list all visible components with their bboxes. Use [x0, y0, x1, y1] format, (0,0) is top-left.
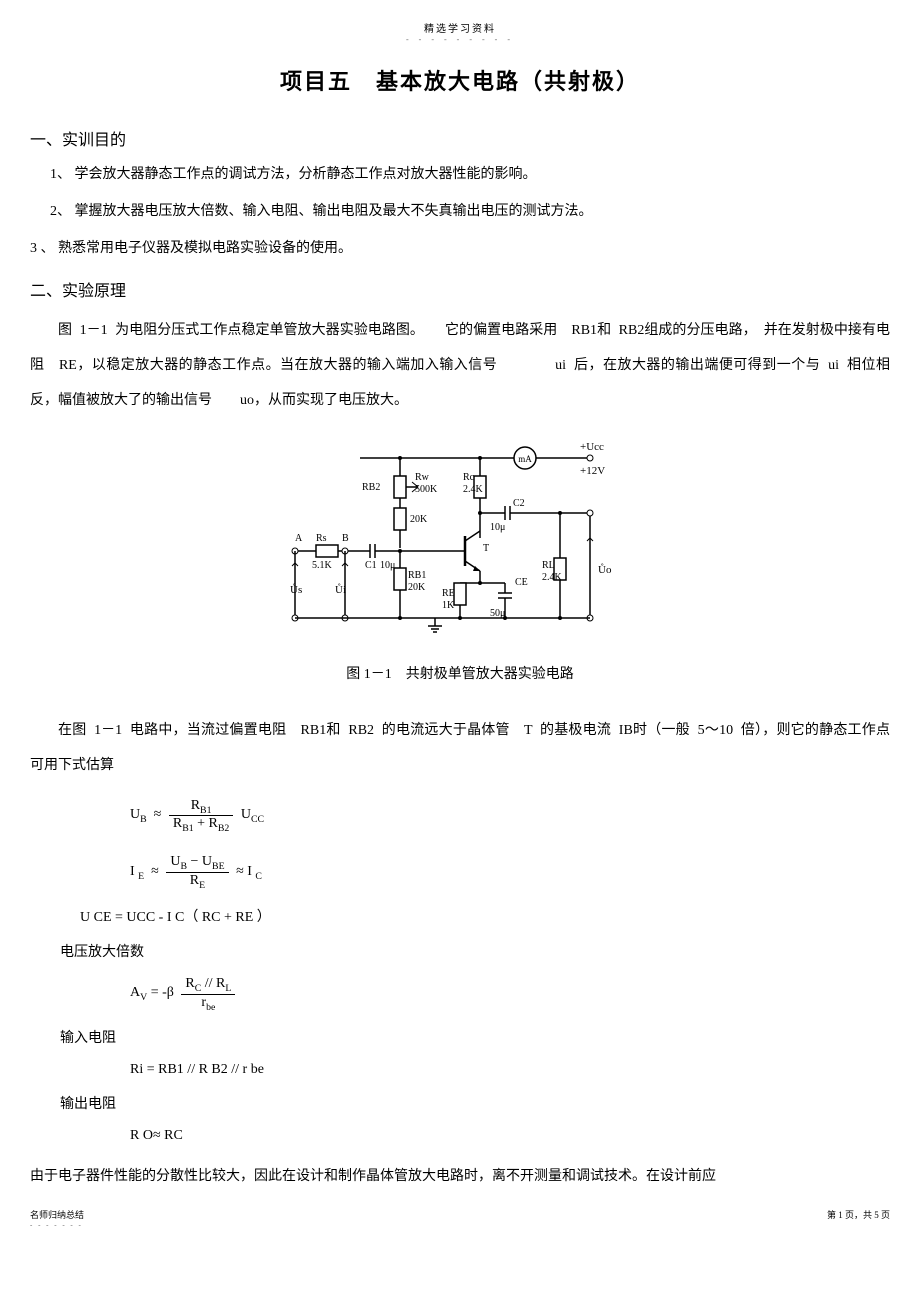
rc-label: Rc — [463, 472, 475, 483]
section1-item-2: 2、 掌握放大器电压放大倍数、输入电阻、输出电阻及最大不失真输出电压的测试方法。 — [50, 199, 890, 224]
re-label: RE — [442, 588, 455, 599]
circuit-svg: mA +Ucc +12V Rw 500K RB2 20K Rc 2.4K C2 … — [280, 438, 640, 638]
header-dots: - - - - - - - - - — [30, 35, 890, 44]
ucc-label: +Ucc — [580, 441, 604, 453]
uo-label: Ůo — [598, 563, 612, 576]
formula-ro: R O≈ RC — [130, 1128, 890, 1144]
circuit-diagram: mA +Ucc +12V Rw 500K RB2 20K Rc 2.4K C2 … — [30, 438, 890, 643]
us-label: Ůs — [290, 583, 302, 596]
footer: 名师归纳总结 - - - - - - - 第 1 页，共 5 页 — [30, 1208, 890, 1229]
section1-item-1: 1、 学会放大器静态工作点的调试方法，分析静态工作点对放大器性能的影响。 — [50, 162, 890, 187]
ma-label: mA — [518, 454, 532, 464]
rs-label: Rs — [316, 533, 327, 544]
rl-label: RL — [542, 560, 555, 571]
c1-label: C1 — [365, 560, 377, 571]
rb1-val: 20K — [408, 582, 426, 593]
section1-heading: 一、实训目的 — [30, 126, 890, 150]
final-paragraph: 由于电子器件性能的分散性比较大，因此在设计和制作晶体管放大电路时，离不开测量和调… — [30, 1159, 890, 1194]
formula-ub: UB ≈ RB1 RB1 + RB2 UCC I E ≈ UB − UBE RE… — [130, 798, 890, 891]
page-title: 项目五 基本放大电路（共射极） — [30, 64, 890, 96]
section2-heading: 二、实验原理 — [30, 277, 890, 301]
output-res-heading: 输出电阻 — [60, 1093, 890, 1113]
a-label: A — [295, 533, 303, 544]
ui-label: Ůi — [335, 583, 346, 596]
header-small-text: 精选学习资料 — [30, 20, 890, 35]
voltage-label: +12V — [580, 465, 605, 477]
ro-formula: R O≈ RC — [130, 1128, 183, 1143]
rw-label: Rw — [415, 472, 430, 483]
footer-left: 名师归纳总结 — [30, 1210, 84, 1220]
rs-val: 5.1K — [312, 560, 333, 571]
input-res-heading: 输入电阻 — [60, 1027, 890, 1047]
section1-item-3: 3 、 熟悉常用电子仪器及模拟电路实验设备的使用。 — [30, 236, 890, 261]
section2-paragraph: 图 1－1 为电阻分压式工作点稳定单管放大器实验电路图。 它的偏置电路采用 RB… — [30, 313, 890, 418]
ce-label: CE — [515, 577, 528, 588]
footer-right: 第 1 页，共 5 页 — [827, 1208, 890, 1229]
rb1-label: RB1 — [408, 570, 426, 581]
t-label: T — [483, 543, 489, 554]
formula-av: AV = -β RC // RL rbe — [130, 976, 890, 1013]
b-label: B — [342, 533, 349, 544]
rb2-label: RB2 — [362, 482, 380, 493]
rw-val: 500K — [415, 484, 438, 495]
rb2-val: 20K — [410, 514, 428, 525]
section3-paragraph: 在图 1－1 电路中，当流过偏置电阻 RB1和 RB2 的电流远大于晶体管 T … — [30, 713, 890, 783]
c1-val: 10μ — [380, 560, 395, 571]
voltage-gain-heading: 电压放大倍数 — [60, 941, 890, 961]
re-val: 1K — [442, 600, 455, 611]
footer-left-dots: - - - - - - - — [30, 1221, 84, 1229]
formula-uce: U CE = UCC - I C（ RC + RE ） — [80, 906, 890, 926]
rc-val: 2.4K — [463, 484, 484, 495]
formula-ri: Ri = RB1 // R B2 // r be — [130, 1062, 890, 1078]
ri-formula: Ri = RB1 // R B2 // r be — [130, 1062, 264, 1077]
c2-label: C2 — [513, 498, 525, 509]
rl-val: 2.4K — [542, 572, 563, 583]
c2-val: 10μ — [490, 522, 505, 533]
figure-caption: 图 1－1 共射极单管放大器实验电路 — [30, 663, 890, 683]
uce-formula: U CE = UCC - I C（ RC + RE ） — [80, 910, 271, 925]
